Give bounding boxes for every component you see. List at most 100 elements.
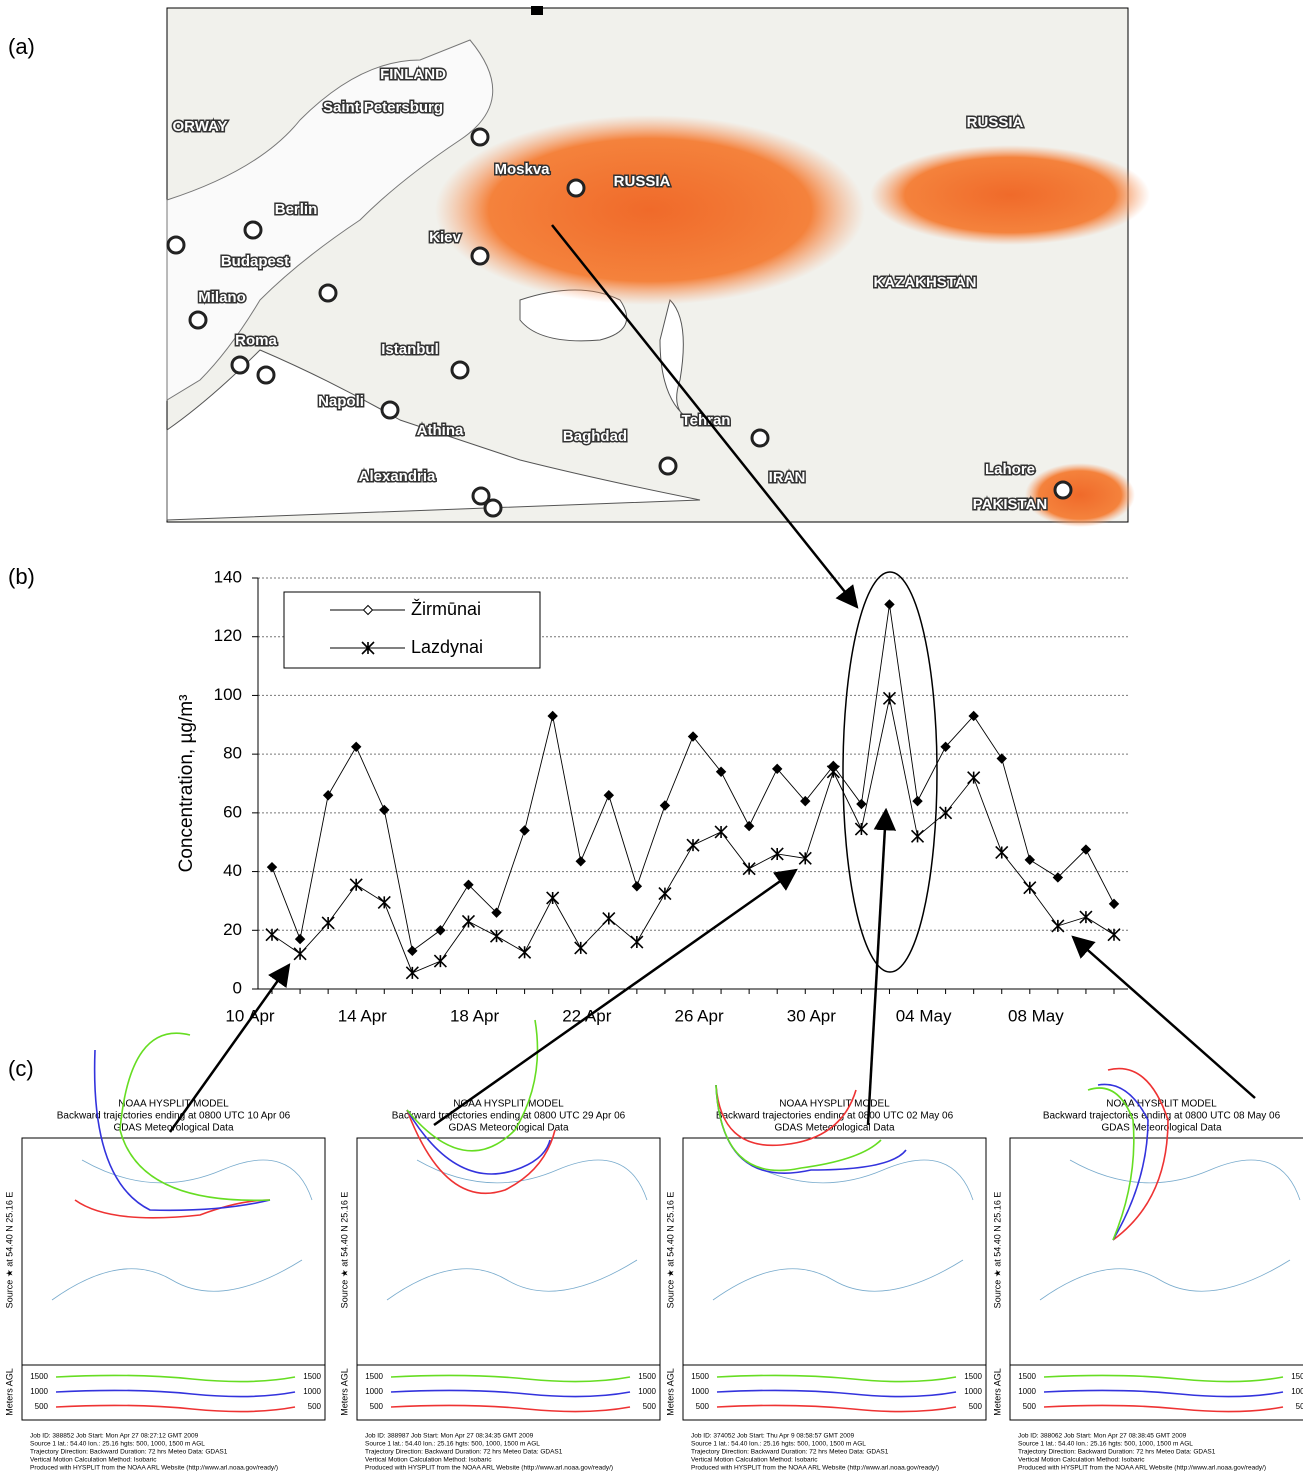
x-tick-label: 08 May — [1008, 1006, 1064, 1025]
y-axis-label: Concentration, µg/m³ — [176, 695, 197, 873]
trajectory — [715, 1084, 857, 1147]
marker — [658, 887, 672, 901]
trajectory — [1097, 1083, 1149, 1241]
marker — [294, 933, 306, 945]
height-tick: 1000 — [365, 1387, 383, 1396]
map-label: Napoli — [318, 393, 364, 410]
marker — [967, 771, 981, 785]
x-tick-label: 26 Apr — [674, 1006, 723, 1025]
marker — [461, 914, 476, 929]
marker — [798, 851, 812, 865]
marker — [350, 741, 362, 753]
marker — [770, 847, 784, 861]
y-tick-label: 120 — [214, 626, 242, 645]
panel-label: (a) — [8, 34, 35, 59]
map-label: IRAN — [769, 469, 806, 486]
marker — [800, 795, 811, 807]
x-tick-label: 18 Apr — [450, 1006, 499, 1025]
marker — [630, 935, 644, 949]
traj-title: NOAA HYSPLIT MODEL — [453, 1099, 564, 1110]
map-label: Athina — [417, 422, 464, 439]
marker — [349, 878, 363, 892]
height-tick: 1500 — [1291, 1372, 1303, 1381]
marker — [771, 763, 783, 775]
x-tick-label: 30 Apr — [787, 1006, 836, 1025]
footer-line: Vertical Motion Calculation Method: Isob… — [691, 1457, 818, 1464]
height-trace — [716, 1374, 957, 1383]
city-marker — [750, 428, 770, 448]
height-trace — [1043, 1389, 1284, 1398]
marker — [574, 941, 588, 955]
coastline — [386, 1159, 648, 1301]
marker — [1023, 881, 1037, 895]
marker — [547, 710, 558, 722]
footer-line: Job ID: 388987 Job Start: Mon Apr 27 08:… — [365, 1433, 534, 1440]
legend-label: Lazdynai — [411, 637, 483, 657]
map-label: FINLAND — [380, 66, 446, 83]
city-marker — [243, 220, 263, 240]
city-marker — [450, 360, 470, 380]
marker — [1052, 872, 1064, 883]
map-label: KAZAKHSTAN — [873, 274, 976, 291]
height-tick: 500 — [308, 1402, 322, 1411]
height-label: Meters AGL — [665, 1368, 675, 1416]
marker — [854, 822, 868, 836]
footer-line: Source 1 lat.: 54.40 lon.: 25.16 hgts: 5… — [1018, 1441, 1193, 1448]
trajectory — [1107, 1067, 1169, 1241]
height-tick: 1500 — [30, 1372, 48, 1381]
traj-subtitle: Backward trajectories ending at 0800 UTC… — [716, 1111, 954, 1122]
marker — [293, 947, 307, 961]
y-tick-label: 0 — [233, 978, 242, 997]
marker — [715, 766, 727, 777]
traj-subtitle: Backward trajectories ending at 0800 UTC… — [392, 1111, 626, 1122]
footer-line: Source 1 lat.: 54.40 lon.: 25.16 hgts: 5… — [365, 1441, 540, 1448]
map-label: Baghdad — [563, 428, 627, 445]
trajectory — [406, 1109, 551, 1175]
city-marker — [380, 400, 400, 420]
panel-label: (c) — [8, 1056, 34, 1081]
traj-map — [682, 1137, 987, 1366]
marker — [379, 804, 390, 816]
source-label: Source ★ at 54.40 N 25.16 E — [665, 1192, 675, 1309]
map-label: Berlin — [275, 201, 318, 218]
marker — [322, 790, 334, 801]
footer-line: Produced with HYSPLIT from the NOAA ARL … — [1018, 1465, 1266, 1472]
traj-data: GDAS Meteorological Data — [774, 1123, 894, 1134]
map-label: Istanbul — [381, 341, 439, 358]
panel-label: (b) — [8, 564, 35, 589]
marker — [603, 790, 615, 801]
marker — [546, 891, 560, 905]
trajectory — [119, 1032, 271, 1202]
map-label: Roma — [235, 332, 277, 349]
marker — [687, 731, 699, 742]
trajectory — [93, 1049, 271, 1212]
arrow — [866, 807, 897, 1126]
height-tick: 1000 — [691, 1387, 709, 1396]
city-marker — [166, 235, 186, 255]
caspian-sea — [659, 299, 691, 421]
footer-line: Job ID: 374052 Job Start: Thu Apr 9 08:5… — [691, 1433, 854, 1440]
traj-map — [21, 1137, 326, 1366]
city-marker — [188, 310, 208, 330]
traj-data: GDAS Meteorological Data — [448, 1123, 568, 1134]
height-trace — [390, 1404, 631, 1413]
height-tick: 500 — [1023, 1402, 1037, 1411]
city-marker — [566, 178, 586, 198]
marker — [996, 753, 1007, 764]
coastline — [1039, 1159, 1301, 1301]
marker — [856, 798, 867, 810]
footer-line: Source 1 lat.: 54.40 lon.: 25.16 hgts: 5… — [691, 1441, 866, 1448]
height-trace — [1043, 1404, 1284, 1413]
map-label: Saint Petersburg — [323, 99, 443, 116]
trajectory — [406, 1109, 556, 1195]
mediterranean — [166, 349, 701, 521]
map-label: Moskva — [494, 161, 550, 178]
marker — [742, 862, 756, 876]
marker — [631, 881, 643, 892]
footer-line: Job ID: 388062 Job Start: Mon Apr 27 08:… — [1018, 1433, 1187, 1440]
marker — [1107, 928, 1121, 942]
map-label: Milano — [198, 289, 246, 306]
height-tick: 500 — [35, 1402, 49, 1411]
traj-title: NOAA HYSPLIT MODEL — [779, 1099, 890, 1110]
